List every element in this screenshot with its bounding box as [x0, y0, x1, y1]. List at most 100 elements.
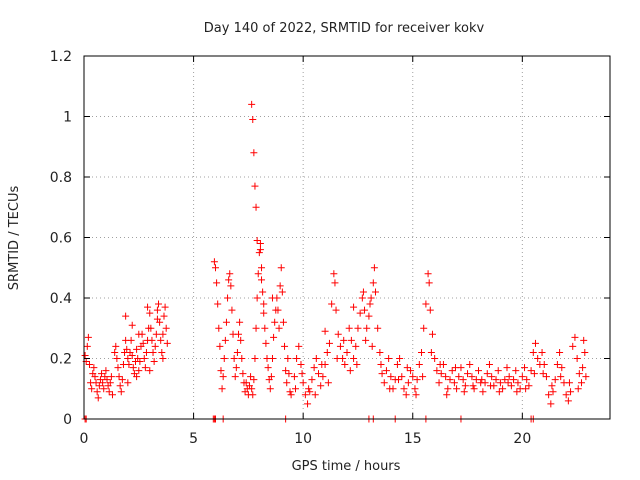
data-point	[308, 376, 316, 384]
data-point	[501, 376, 509, 384]
data-point	[557, 373, 565, 381]
data-point	[312, 355, 320, 362]
data-point	[159, 355, 167, 362]
data-point	[115, 373, 123, 381]
x-tick-label: 10	[294, 431, 312, 447]
data-point	[275, 324, 283, 332]
data-point	[402, 391, 410, 399]
data-point	[510, 376, 518, 384]
data-point	[553, 361, 561, 369]
data-point	[133, 373, 141, 381]
data-point	[444, 385, 452, 393]
data-point	[395, 376, 403, 384]
data-point	[93, 388, 101, 396]
data-point	[407, 367, 415, 375]
data-point	[422, 300, 430, 308]
data-point	[212, 264, 219, 272]
data-point	[478, 376, 486, 384]
data-point	[534, 355, 542, 362]
data-point	[514, 379, 522, 387]
data-point	[548, 382, 556, 390]
data-point	[153, 306, 161, 314]
data-point	[158, 348, 166, 356]
data-point	[249, 116, 257, 124]
data-point	[123, 345, 131, 353]
data-point	[371, 288, 379, 296]
data-point	[256, 246, 264, 254]
data-point	[94, 394, 102, 402]
data-point	[323, 348, 331, 356]
data-point	[542, 373, 550, 381]
data-point	[540, 361, 548, 369]
data-point	[274, 306, 282, 314]
data-point	[362, 336, 370, 344]
data-point	[529, 348, 537, 356]
data-point	[569, 342, 577, 350]
data-point	[88, 385, 96, 393]
data-point	[255, 249, 263, 257]
data-point	[558, 364, 566, 372]
axis-ticks: 0 5 10 15 20 0 0.2 0.4 0.6 0.8 1 1.2	[50, 49, 610, 447]
data-point	[539, 370, 547, 378]
data-point	[386, 385, 394, 393]
data-point	[578, 379, 586, 387]
data-point	[237, 336, 245, 344]
data-point	[495, 388, 503, 396]
data-point	[317, 382, 325, 390]
data-point	[149, 348, 157, 356]
data-point	[385, 355, 393, 362]
data-point	[420, 324, 428, 332]
data-point	[310, 364, 318, 372]
data-point	[282, 367, 290, 375]
data-point	[259, 288, 267, 296]
data-point	[108, 391, 116, 399]
data-point	[99, 379, 107, 387]
data-point	[358, 294, 366, 302]
x-tick-label: 5	[189, 431, 198, 447]
data-point	[268, 355, 276, 362]
data-point	[521, 364, 529, 372]
data-point	[409, 373, 417, 381]
data-point	[562, 391, 570, 399]
data-point	[276, 282, 284, 290]
data-point	[551, 376, 559, 384]
data-point	[136, 358, 144, 366]
data-point	[250, 376, 258, 384]
data-point	[116, 382, 124, 390]
data-point	[340, 336, 348, 344]
x-tick-label: 0	[80, 431, 89, 447]
data-point	[567, 388, 575, 396]
data-point	[90, 364, 98, 372]
data-point	[330, 270, 338, 278]
data-point	[124, 355, 132, 362]
data-point	[525, 382, 533, 390]
data-point	[95, 382, 103, 390]
data-point	[538, 348, 546, 356]
data-point	[571, 333, 579, 341]
data-point	[380, 379, 388, 387]
data-point	[492, 376, 500, 384]
data-point	[504, 379, 512, 387]
data-point	[248, 385, 256, 393]
data-point	[147, 324, 155, 332]
data-point	[361, 306, 369, 314]
data-point	[85, 361, 93, 369]
data-point	[222, 318, 230, 326]
data-point	[163, 339, 171, 347]
data-point	[461, 382, 469, 390]
data-point	[494, 367, 502, 375]
y-axis-label: SRMTID / TECUs	[7, 186, 22, 291]
data-point	[219, 373, 227, 381]
data-point	[522, 385, 530, 393]
data-point	[217, 367, 225, 375]
data-point	[359, 288, 367, 296]
data-point	[325, 339, 333, 347]
y-tick-label: 0.8	[50, 170, 72, 186]
data-point	[332, 306, 340, 314]
data-point	[353, 361, 361, 369]
data-point	[352, 342, 360, 350]
data-point	[279, 318, 287, 326]
data-point	[260, 300, 268, 308]
data-point	[581, 348, 589, 356]
x-tick-label: 15	[404, 431, 422, 447]
